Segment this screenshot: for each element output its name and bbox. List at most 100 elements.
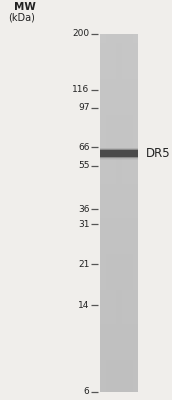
Bar [100, 250, 138, 252]
Bar [117, 34, 119, 392]
Bar [100, 165, 138, 166]
Bar [124, 34, 125, 392]
Bar [100, 157, 138, 160]
Bar [100, 36, 138, 38]
Bar [100, 88, 138, 90]
Bar [100, 179, 138, 181]
Bar [100, 338, 138, 340]
Bar [100, 149, 138, 150]
Text: 66: 66 [78, 143, 89, 152]
Text: 21: 21 [78, 260, 89, 268]
Bar [100, 353, 138, 354]
Bar [100, 52, 138, 54]
Bar [100, 66, 138, 68]
Bar [100, 288, 138, 290]
Bar [100, 244, 138, 245]
Bar [100, 312, 138, 313]
Bar [100, 213, 138, 215]
Bar [100, 283, 138, 285]
Bar [100, 140, 138, 142]
Bar [100, 170, 138, 172]
Bar [104, 34, 105, 392]
Bar [100, 390, 138, 392]
Bar [100, 274, 138, 276]
Bar [127, 34, 129, 392]
Bar [100, 224, 138, 226]
Bar [100, 84, 138, 86]
Bar [100, 124, 138, 125]
Bar [100, 370, 138, 372]
Bar [100, 82, 138, 84]
Bar [100, 80, 138, 82]
Bar [100, 365, 138, 367]
Bar [100, 278, 138, 279]
Bar [100, 349, 138, 351]
Text: 97: 97 [78, 103, 89, 112]
Bar [100, 174, 138, 176]
Bar [100, 376, 138, 378]
Bar [100, 281, 138, 283]
Bar [100, 34, 138, 36]
Bar [100, 199, 138, 200]
Bar [100, 313, 138, 315]
Bar [100, 63, 138, 64]
Bar [101, 34, 102, 392]
Bar [100, 46, 138, 48]
Bar [100, 346, 138, 347]
Bar [100, 220, 138, 222]
Bar [100, 193, 138, 195]
Bar [100, 202, 138, 204]
Bar [100, 86, 138, 88]
Bar [109, 34, 110, 392]
Bar [100, 247, 138, 249]
Bar [100, 125, 138, 127]
Bar [100, 272, 138, 274]
Bar [111, 34, 112, 392]
Bar [100, 301, 138, 302]
Bar [100, 319, 138, 320]
Text: 14: 14 [78, 301, 89, 310]
Bar [100, 113, 138, 114]
Bar [100, 150, 138, 152]
Bar [100, 159, 138, 161]
Bar [100, 299, 138, 301]
Bar [100, 127, 138, 129]
Bar [100, 190, 138, 192]
Bar [100, 54, 138, 56]
Bar [100, 218, 138, 220]
Bar [105, 34, 106, 392]
Bar [100, 136, 138, 138]
Bar [100, 215, 138, 216]
Bar [100, 158, 138, 159]
Text: 55: 55 [78, 161, 89, 170]
Bar [100, 258, 138, 260]
Bar [100, 138, 138, 140]
Bar [100, 148, 138, 150]
Bar [100, 351, 138, 353]
Bar [100, 240, 138, 242]
Bar [100, 211, 138, 213]
Bar [133, 34, 134, 392]
Bar [100, 285, 138, 286]
Bar [100, 43, 138, 45]
Bar [100, 268, 138, 270]
Bar [100, 150, 138, 157]
Bar [110, 34, 111, 392]
Bar [100, 109, 138, 111]
Bar [114, 34, 115, 392]
Bar [100, 356, 138, 358]
Bar [100, 335, 138, 336]
Bar [100, 102, 138, 104]
Bar [100, 90, 138, 91]
Bar [100, 242, 138, 244]
Bar [100, 141, 138, 143]
Bar [100, 39, 138, 41]
Bar [100, 270, 138, 272]
Bar [106, 34, 107, 392]
Bar [100, 226, 138, 227]
Bar [100, 161, 138, 163]
Bar [100, 231, 138, 233]
Bar [121, 34, 122, 392]
Text: MW: MW [14, 2, 36, 12]
Bar [100, 204, 138, 206]
